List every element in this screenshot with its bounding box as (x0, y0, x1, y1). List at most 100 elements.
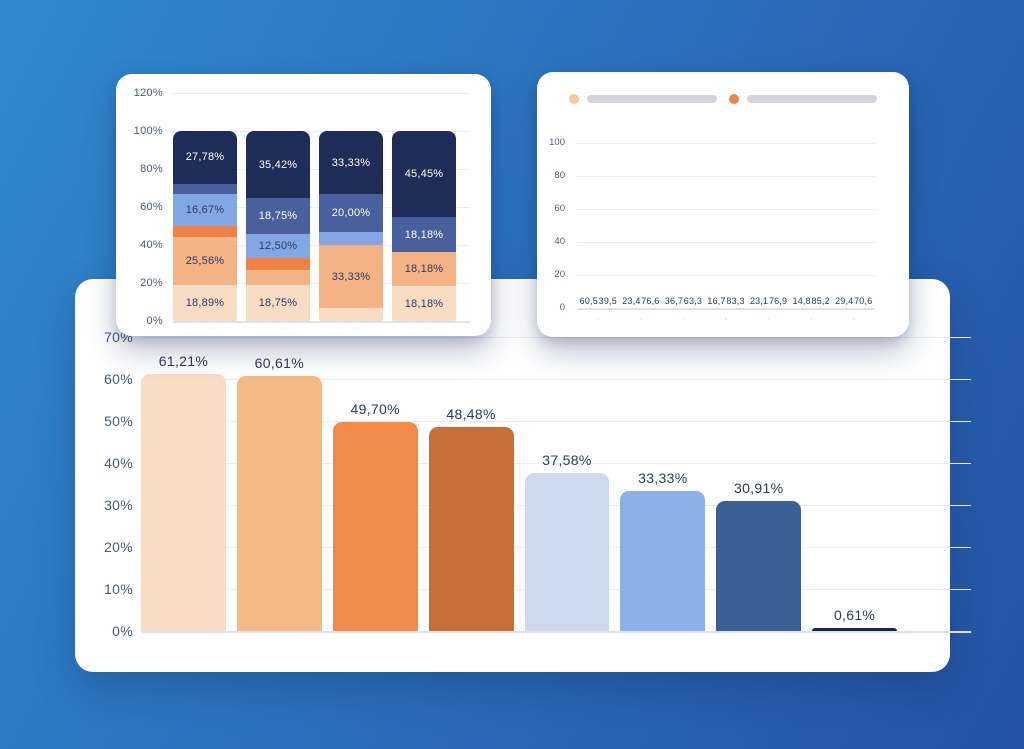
gridline (173, 93, 470, 94)
stacked-bar[interactable]: 18,18% 18,18% 18,18% 45,45% (392, 131, 456, 321)
bar-segment[interactable]: 18,18% (392, 286, 456, 321)
bar-cell: 33,33% (620, 337, 706, 631)
x-axis-tick: - (682, 314, 685, 323)
bar-cell: 30,91% (716, 337, 802, 631)
bar-segment[interactable]: 12,50% (246, 233, 310, 258)
bar-value-label: 60,5 (579, 296, 598, 306)
bar-segment[interactable] (173, 226, 237, 237)
bar-value-label: 60,61% (254, 355, 304, 372)
bar-segment[interactable] (173, 183, 237, 195)
segment-label: 20,00% (331, 207, 371, 220)
bar-segment[interactable] (319, 308, 383, 321)
bar[interactable] (812, 628, 897, 631)
y-axis-tick: 80 (554, 170, 565, 181)
y-axis-tick: 100% (133, 125, 163, 137)
x-axis-tick-clipped: ·· · ··· (265, 325, 291, 332)
bar[interactable] (716, 501, 802, 631)
segment-label: 18,89% (185, 297, 225, 310)
segment-label: 16,67% (185, 204, 225, 217)
bar-group: 29,4 70,6 (832, 143, 875, 308)
segment-label: 18,75% (258, 210, 298, 223)
segment-label: 18,75% (258, 297, 298, 310)
bar-cell: 70,6 (854, 296, 872, 308)
y-axis-tick: 100 (549, 137, 565, 148)
legend-dot-orange (729, 94, 739, 104)
x-axis-baseline (173, 321, 470, 323)
gridline (141, 337, 971, 338)
bar-cell: 85,2 (811, 296, 830, 308)
bar-cell: 23,4 (622, 296, 640, 308)
gridline (141, 379, 971, 380)
x-axis-tick: - (809, 314, 813, 323)
bar-cell: 48,48% (428, 337, 514, 631)
bar-segment[interactable]: 18,18% (392, 251, 456, 287)
y-axis-tick: 20% (140, 277, 163, 289)
y-axis-tick: 40% (140, 239, 163, 251)
bar-value-label: 16,7 (707, 296, 726, 306)
bar-segment[interactable]: 16,67% (173, 194, 237, 226)
x-axis-tick: - (596, 314, 600, 323)
bar-value-label: 63,3 (683, 296, 703, 306)
stacked-bar[interactable]: 18,75% 12,50% 18,75% 35,42% (246, 131, 310, 321)
bar-segment[interactable]: 45,45% (392, 131, 456, 218)
bar-segment[interactable]: 27,78% (173, 131, 237, 184)
gridline (577, 209, 875, 210)
bar-group: 16,7 83,3 (705, 143, 748, 308)
segment-label: 27,78% (185, 151, 225, 164)
bar-cell: 61,21% (141, 337, 226, 631)
bar-value-label: 33,33% (638, 470, 688, 487)
x-axis-baseline (141, 631, 971, 633)
bar-cell: 63,3 (683, 296, 703, 308)
bar-group: 23,1 76,9 (747, 143, 790, 308)
bar-segment[interactable]: 33,33% (319, 131, 383, 195)
bar-segment[interactable] (246, 269, 310, 286)
y-axis-tick: 80% (140, 163, 163, 175)
segment-label: 35,42% (258, 158, 298, 171)
x-axis-tick: - (724, 314, 728, 323)
y-axis-tick: 0% (112, 623, 133, 639)
bar-cell: 76,9 (769, 296, 787, 308)
bar[interactable] (620, 491, 706, 631)
bar-segment[interactable]: 18,75% (246, 285, 310, 321)
bar-segment[interactable] (246, 257, 310, 270)
bar-segment[interactable]: 20,00% (319, 194, 383, 233)
legend-item[interactable] (569, 94, 717, 104)
bar-segment[interactable]: 35,42% (246, 131, 310, 199)
segment-label: 33,33% (331, 270, 371, 283)
bar-group: 23,4 76,6 (620, 143, 663, 308)
bar[interactable] (236, 376, 322, 631)
grouped-chart-plot-area: 60,5 39,5 23,4 76,6 36,7 63,3 16,7 83,3 … (577, 143, 875, 308)
bar[interactable] (428, 427, 514, 631)
y-axis-tick: 0% (146, 315, 163, 327)
bar-segment[interactable]: 18,75% (246, 198, 310, 234)
bar-segment[interactable]: 18,89% (173, 285, 237, 321)
big-chart-plot-area: 61,21% 60,61% 49,70% 48,48% 37,58% 33,33… (141, 337, 897, 631)
x-axis-tick: - (639, 314, 643, 323)
bar-cell: 16,7 (707, 296, 726, 308)
legend-dot-light (569, 94, 579, 104)
bar-group: 14,8 85,2 (790, 143, 833, 308)
bar[interactable] (332, 422, 418, 631)
bar[interactable] (524, 473, 610, 631)
gridline (577, 275, 875, 276)
bar-value-label: 48,48% (446, 406, 496, 423)
stacked-bar[interactable]: 33,33% 20,00% 33,33% (319, 131, 383, 321)
bar-cell: 37,58% (524, 337, 610, 631)
bar-segment[interactable]: 18,18% (392, 217, 456, 252)
bar-value-label: 85,2 (811, 296, 830, 306)
legend-item[interactable] (729, 94, 877, 104)
bar-cell: 60,61% (236, 337, 322, 631)
bar-segment[interactable]: 25,56% (173, 236, 237, 286)
segment-label: 12,50% (258, 239, 298, 252)
big-bar-chart-card: 70% 60% 50% 40% 30% 20% 10% 0% 61,21% 60… (75, 279, 971, 672)
gridline (577, 176, 875, 177)
stacked-bar[interactable]: 18,89% 25,56% 16,67% 27,78% (173, 131, 237, 321)
bar-value-label: 14,8 (792, 296, 811, 306)
bar[interactable] (141, 373, 226, 631)
x-axis-tick-clipped: ·· · ··· (338, 325, 364, 332)
bar-segment[interactable]: 33,33% (319, 245, 383, 309)
bar-value-label: 36,7 (664, 296, 684, 306)
y-axis-tick: 30% (104, 497, 133, 513)
x-axis-ticks: - - - - - - - (577, 314, 875, 323)
bar-segment[interactable] (319, 232, 383, 246)
